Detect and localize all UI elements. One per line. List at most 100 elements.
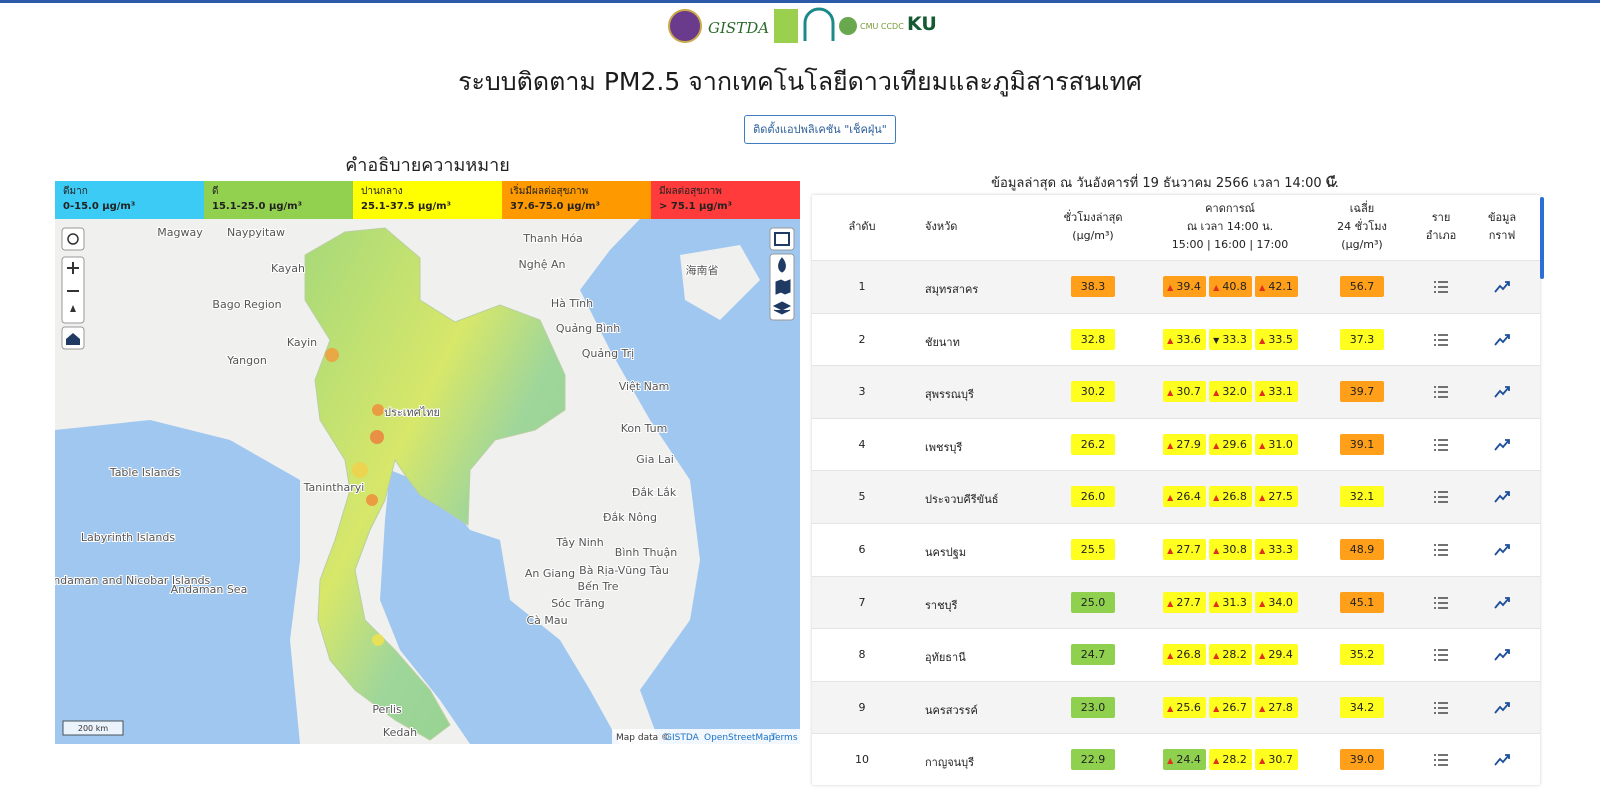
graph-button[interactable] [1494,280,1510,294]
header-line: กราฟ [1488,229,1516,242]
forecast-pm25: ▲ 27.7 [1162,539,1206,560]
graph-button[interactable] [1494,490,1510,504]
map-label: Quảng Trị [582,347,635,360]
graph-button[interactable] [1494,385,1510,399]
district-button[interactable] [1433,543,1449,557]
rank: 2 [858,332,866,346]
trend-arrow: ▲ [1167,703,1174,713]
rank: 10 [855,753,869,767]
district-button[interactable] [1433,490,1449,504]
district-button[interactable] [1433,333,1449,347]
attribution-link[interactable]: OpenStreetMap [704,733,775,743]
forecast-pm25: ▲ 30.7 [1254,749,1298,771]
value: 31.3 [1222,595,1247,609]
graph-button[interactable] [1494,438,1510,452]
header-line: 15:00 | 16:00 | 17:00 [1171,238,1289,251]
value: 26.8 [1176,648,1201,662]
map-label: Table Islands [109,466,181,479]
avg24-pm25: 34.2 [1340,696,1384,718]
current-pm25: 25.5 [1071,539,1115,560]
map[interactable]: Magway Naypyitaw Kayah Bago Region Kayin Yang… [55,219,800,744]
district-button[interactable] [1433,385,1449,399]
attribution-link[interactable]: GISTDA [665,733,700,743]
icon [1434,491,1448,504]
table-row: 8 อุทัยธานี 24.7 ▲ 26.8 ▲ 28.2 ▲ 29.4 35.2 [812,628,1540,681]
map-label: Sóc Trăng [551,597,605,610]
sea [380,470,620,744]
header-line: คาดการณ์ [1205,202,1255,215]
forecast-pm25: ▲ 33.3 [1254,539,1298,560]
legend-range: 25.1-37.5 µg/m³ [361,201,451,212]
icon [67,233,79,245]
scrollbar[interactable] [1540,197,1544,279]
forecast-pm25: ▲ 30.8 [1208,539,1252,560]
trend-arrow: ▲ [1259,546,1266,555]
value: 39.0 [1349,753,1375,767]
value: 48.9 [1349,543,1375,556]
rank: 1 [858,280,866,293]
graph-button[interactable] [1494,701,1510,715]
icon [1494,333,1510,346]
legend-item: มีผลต่อสุขภาพ > 75.1 µg/m³ [651,181,800,219]
hotspot [325,348,339,362]
province: ประจวบคีรีขันธ์ [925,493,999,507]
column-header: ชั่วโมงล่าสุด (µg/m³) [1033,209,1153,245]
trend-arrow: ▲ [1167,283,1174,292]
attribution-link[interactable]: Terms [770,733,798,743]
trend-arrow: ▲ [1167,388,1174,398]
value: 29.4 [1268,648,1293,662]
value: 38.3 [1080,280,1106,293]
current-pm25: 25.0 [1071,591,1115,613]
legend-item: ดี 15.1-25.0 µg/m³ [204,181,353,219]
trend-arrow: ▲ [1213,388,1220,398]
value: 27.9 [1176,437,1201,451]
value: 45.1 [1349,595,1375,609]
graph-button[interactable] [1494,753,1510,767]
table-row: 5 ประจวบคีรีขันธ์ 26.0 ▲ 26.4 ▲ 26.8 ▲ 27.5 32.1 [812,470,1540,523]
forecast-pm25: ▲ 29.6 [1208,433,1252,455]
value: 24.4 [1176,753,1201,767]
forecast-pm25: ▲ 31.3 [1208,591,1252,613]
value: 23.0 [1080,700,1106,714]
graph-button[interactable] [1494,543,1510,557]
district-button[interactable] [1433,596,1449,610]
forecast-pm25: ▲ 34.0 [1254,591,1298,613]
thailand-pm-overlay [304,227,566,741]
graph-button[interactable] [1494,648,1510,662]
value: 25.0 [1080,595,1106,609]
district-button[interactable] [1433,648,1449,662]
header-line: (µg/m³) [1341,238,1383,251]
locate-button[interactable] [61,227,85,251]
graph-button[interactable] [1494,596,1510,610]
forecast-pm25: ▲ 32.0 [1208,381,1252,403]
map-label: Kedah [383,726,417,739]
icon [1494,701,1510,714]
avg24-pm25: 56.7 [1340,276,1384,297]
install-app-button[interactable]: ติดตั้งแอปพลิเคชัน "เช็คฝุ่น" [744,115,896,144]
rank: 6 [858,543,866,556]
icon [1434,544,1448,556]
map-label: Kayah [271,262,305,275]
trend-arrow: ▼ [1213,335,1220,345]
forecast-pm25: ▲ 28.2 [1208,644,1252,666]
page-title: ระบบติดตาม PM2.5 จากเทคโนโลยีดาวเทียมและ… [458,67,1142,96]
map-controls [61,227,795,350]
legend-label: ดี [212,186,219,197]
map-label: Đắk Lắk [632,486,677,499]
district-button[interactable] [1433,701,1449,715]
icon [1434,439,1448,451]
icon [772,257,792,315]
district-button[interactable] [1433,753,1449,767]
district-button[interactable] [1433,280,1449,294]
legend-title: คำอธิบายความหมาย [345,155,510,176]
map-label: Nghệ An [519,258,566,271]
value: 25.6 [1176,700,1201,714]
trend-arrow: ▲ [1213,756,1220,766]
district-button[interactable] [1433,438,1449,452]
refresh-button[interactable] [1325,174,1339,188]
forecast-pm25: ▲ 39.4 [1162,276,1206,297]
graph-button[interactable] [1494,333,1510,347]
trend-arrow: ▲ [1213,440,1220,450]
fullscreen-button[interactable] [769,227,795,251]
table-row: 3 สุพรรณบุรี 30.2 ▲ 30.7 ▲ 32.0 ▲ 33.1 39.7 [812,365,1540,418]
